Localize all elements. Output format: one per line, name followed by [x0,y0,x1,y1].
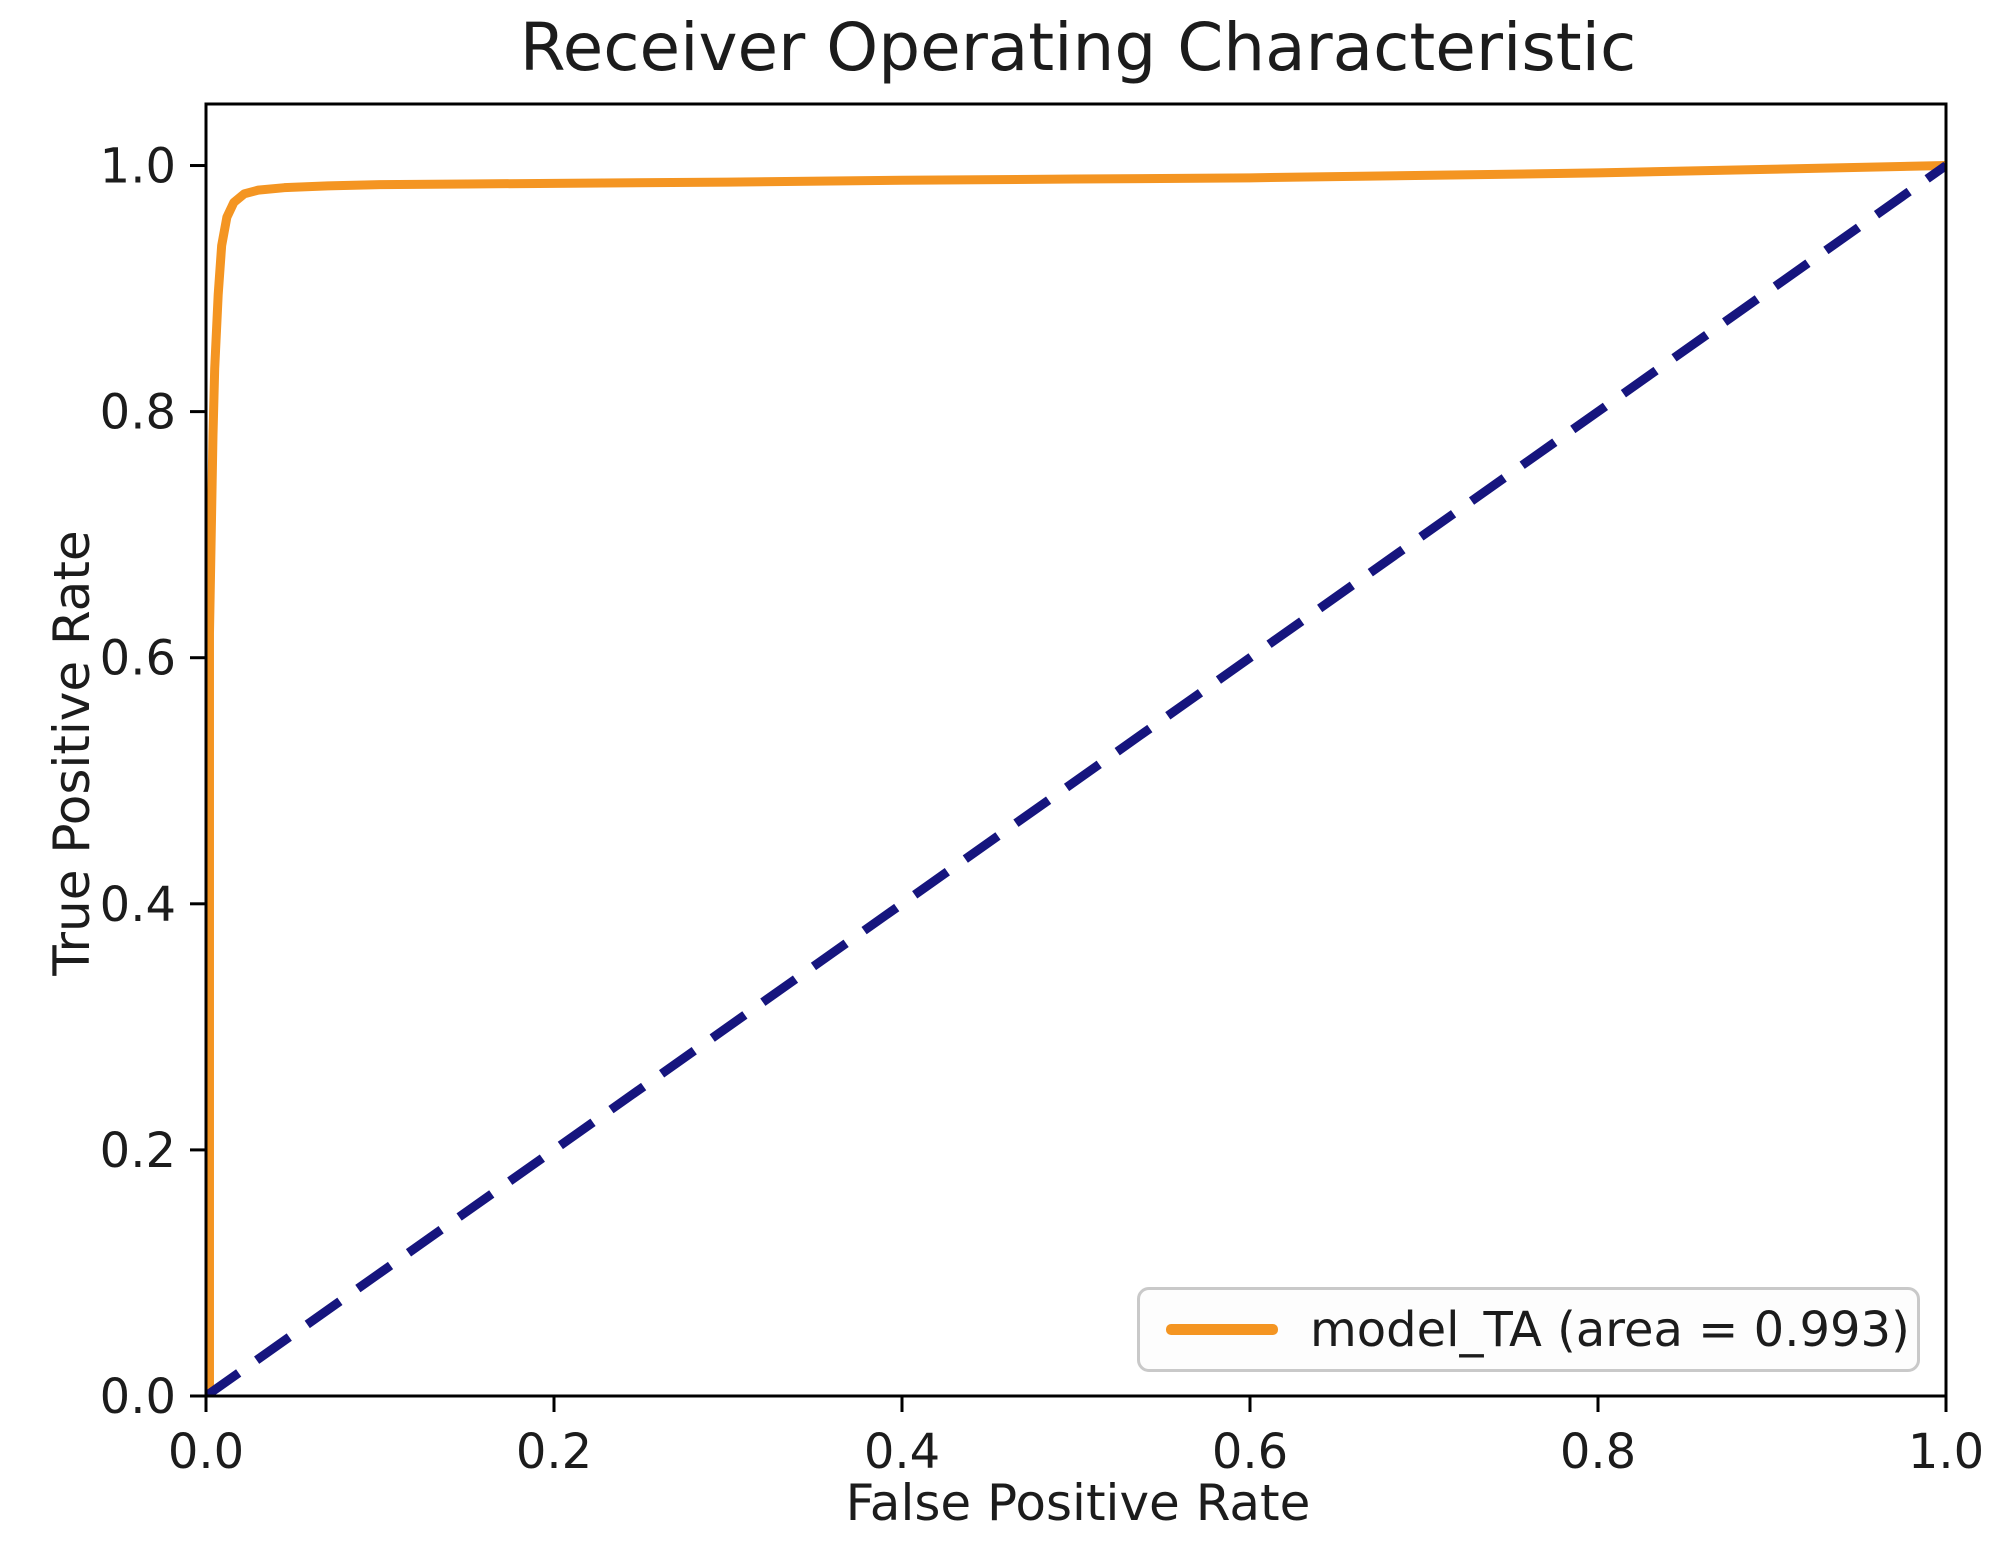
y-axis-label: True Positive Rate [43,530,101,976]
chance-diagonal-line [206,161,1946,1396]
x-tick-label: 0.6 [1212,1424,1288,1480]
axes-spines [204,102,1948,1398]
chart-title: Receiver Operating Characteristic [519,9,1637,86]
legend-entry-label: model_TA (area = 0.993) [1310,1301,1910,1358]
x-tick-label: 0.2 [516,1424,592,1480]
y-tick-label: 0.8 [100,385,176,441]
legend-line-swatch [1166,1324,1278,1335]
x-tick-label: 0.4 [864,1424,940,1480]
y-tick-label: 0.4 [100,877,176,933]
x-tick-label: 0.0 [168,1424,244,1480]
x-axis-label: False Positive Rate [845,1474,1311,1532]
y-tick-label: 0.2 [100,1123,176,1179]
x-tick-label: 1.0 [1908,1424,1984,1480]
roc-curve-line [206,161,1946,1396]
y-tick-label: 0.0 [100,1369,176,1425]
y-tick-label: 1.0 [100,139,176,195]
legend-box: model_TA (area = 0.993) [1137,1287,1920,1372]
y-tick-label: 0.6 [100,631,176,687]
x-tick-label: 0.8 [1560,1424,1636,1480]
